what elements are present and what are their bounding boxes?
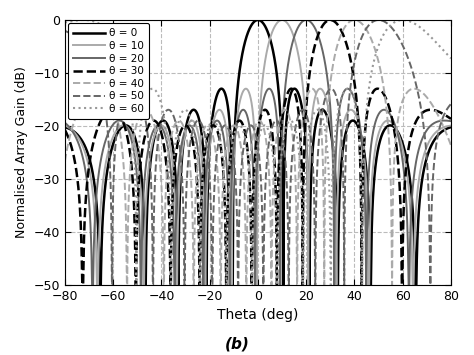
θ = 30: [79, 283, 85, 287]
θ = 10: [369, 179, 374, 183]
θ = 50: [291, 140, 296, 144]
θ = 50: [62, 29, 68, 33]
θ = 30: [448, 117, 454, 121]
θ = 30: [202, 151, 208, 155]
θ = 60: [348, 89, 354, 93]
θ = 50: [348, 79, 354, 83]
θ = 0: [62, 125, 68, 129]
θ = 50: [376, 18, 382, 22]
Line: θ = 50: θ = 50: [65, 20, 451, 285]
θ = 20: [62, 121, 68, 125]
θ = 20: [303, 18, 309, 22]
θ = 40: [352, 18, 357, 22]
θ = 60: [134, 283, 139, 287]
θ = 10: [348, 108, 354, 112]
θ = 20: [89, 283, 95, 287]
θ = 30: [369, 92, 374, 97]
θ = 40: [202, 125, 208, 130]
θ = 50: [308, 131, 313, 135]
Y-axis label: Normalised Array Gain (dB): Normalised Array Gain (dB): [15, 66, 28, 238]
θ = 0: [308, 204, 313, 209]
θ = 60: [448, 56, 454, 60]
Legend: θ = 0, θ = 10, θ = 20, θ = 30, θ = 40, θ = 50, θ = 60: θ = 0, θ = 10, θ = 20, θ = 30, θ = 40, θ…: [68, 23, 149, 119]
θ = 40: [82, 97, 87, 102]
θ = 40: [291, 141, 296, 146]
θ = 40: [348, 19, 354, 23]
Line: θ = 10: θ = 10: [65, 20, 451, 285]
θ = 10: [202, 241, 208, 246]
θ = 30: [291, 88, 296, 92]
θ = 10: [448, 124, 454, 128]
θ = 10: [279, 18, 285, 22]
θ = 30: [82, 225, 87, 229]
θ = 60: [202, 146, 208, 151]
θ = 50: [109, 283, 115, 287]
Text: (b): (b): [225, 337, 249, 351]
θ = 50: [448, 102, 454, 106]
θ = 50: [82, 44, 87, 48]
θ = 10: [94, 283, 100, 287]
θ = 30: [62, 128, 68, 132]
θ = 50: [369, 20, 374, 24]
θ = 20: [369, 137, 374, 142]
θ = 0: [255, 18, 261, 22]
θ = 50: [202, 132, 208, 136]
Line: θ = 40: θ = 40: [65, 20, 451, 285]
Line: θ = 20: θ = 20: [65, 20, 451, 285]
θ = 60: [62, 20, 68, 24]
θ = 10: [308, 138, 313, 143]
θ = 60: [400, 18, 406, 22]
θ = 60: [369, 69, 374, 73]
θ = 40: [369, 38, 374, 43]
θ = 10: [82, 148, 87, 152]
θ = 0: [82, 143, 87, 147]
θ = 30: [328, 18, 333, 22]
θ = 40: [124, 283, 129, 287]
θ = 0: [97, 283, 102, 287]
X-axis label: Theta (deg): Theta (deg): [217, 308, 299, 322]
θ = 20: [202, 203, 208, 207]
θ = 0: [348, 119, 354, 123]
θ = 40: [448, 143, 454, 148]
Line: θ = 60: θ = 60: [65, 20, 451, 285]
θ = 30: [348, 61, 354, 65]
θ = 0: [202, 174, 208, 178]
θ = 0: [448, 125, 454, 129]
θ = 10: [62, 123, 68, 127]
θ = 20: [348, 90, 354, 94]
θ = 20: [308, 20, 313, 24]
Line: θ = 0: θ = 0: [65, 20, 451, 285]
θ = 40: [308, 88, 313, 92]
θ = 60: [82, 18, 87, 22]
θ = 20: [82, 162, 87, 166]
θ = 0: [369, 223, 374, 227]
θ = 40: [62, 159, 68, 163]
θ = 30: [308, 67, 313, 71]
Line: θ = 30: θ = 30: [65, 20, 451, 285]
θ = 0: [291, 87, 296, 91]
θ = 10: [291, 34, 296, 38]
θ = 60: [291, 121, 296, 126]
θ = 20: [448, 119, 454, 123]
θ = 20: [291, 37, 296, 42]
θ = 60: [308, 125, 313, 129]
